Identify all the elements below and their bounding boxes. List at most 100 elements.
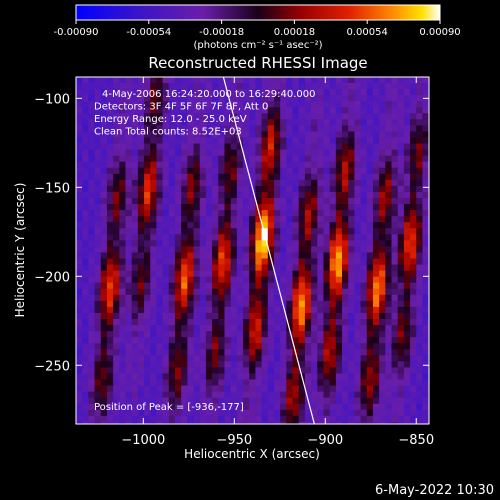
heatmap-cell <box>304 222 312 229</box>
heatmap-cell <box>280 173 287 181</box>
heatmap-cell <box>304 270 312 278</box>
heatmap-cell <box>348 204 355 211</box>
heatmap-cell <box>113 83 120 90</box>
heatmap-cell <box>372 125 380 133</box>
heatmap-cell <box>280 270 287 278</box>
heatmap-cell <box>181 95 188 102</box>
heatmap-cell <box>181 276 188 284</box>
heatmap-cell <box>212 234 219 241</box>
heatmap-cell <box>100 355 108 362</box>
heatmap-cell <box>156 385 164 393</box>
heatmap-cell <box>379 397 386 405</box>
heatmap-cell <box>187 391 195 399</box>
heatmap-cell <box>323 107 331 114</box>
heatmap-cell <box>137 89 145 96</box>
heatmap-cell <box>329 361 337 369</box>
heatmap-cell <box>255 77 263 84</box>
heatmap-cell <box>76 306 83 314</box>
heatmap-cell <box>168 161 176 169</box>
heatmap-cell <box>416 113 424 120</box>
heatmap-cell <box>212 421 219 424</box>
heatmap-cell <box>304 119 312 126</box>
heatmap-cell <box>255 343 263 350</box>
heatmap-cell <box>255 409 263 417</box>
heatmap-cell <box>286 397 294 405</box>
heatmap-cell <box>273 161 281 169</box>
heatmap-cell <box>224 198 232 205</box>
heatmap-cell <box>82 143 89 151</box>
heatmap-cell <box>230 306 238 314</box>
heatmap-cell <box>156 276 164 284</box>
heatmap-cell <box>218 198 226 205</box>
y-axis-label: Heliocentric Y (arcsec) <box>13 183 27 318</box>
heatmap-cell <box>373 428 380 435</box>
heatmap-cell <box>267 355 275 362</box>
heatmap-cell <box>218 385 226 393</box>
heatmap-cell <box>156 222 164 229</box>
heatmap-cell <box>162 421 170 424</box>
heatmap-cell <box>422 246 429 254</box>
heatmap-cell <box>360 391 368 399</box>
heatmap-cell <box>317 403 325 411</box>
heatmap-cell <box>410 137 417 145</box>
heatmap-cell <box>261 276 269 284</box>
heatmap-cell <box>224 216 232 223</box>
heatmap-cell <box>199 228 207 235</box>
heatmap-cell <box>329 337 337 344</box>
heatmap-cell <box>76 252 83 260</box>
heatmap-cell <box>348 125 355 133</box>
heatmap-cell <box>218 137 226 145</box>
heatmap-cell <box>317 409 325 417</box>
heatmap-cell <box>366 77 374 84</box>
heatmap-cell <box>119 397 127 405</box>
heatmap-cell <box>224 137 232 145</box>
heatmap-cell <box>82 421 89 424</box>
heatmap-cell <box>181 428 188 435</box>
heatmap-cell <box>348 312 355 320</box>
heatmap-cell <box>181 246 188 254</box>
heatmap-cell <box>292 191 300 199</box>
heatmap-cell <box>379 355 386 362</box>
heatmap-cell <box>137 421 145 424</box>
heatmap-cell <box>119 421 127 424</box>
heatmap-cell <box>162 319 170 326</box>
heatmap-cell <box>397 397 405 405</box>
heatmap-cell <box>106 312 114 320</box>
heatmap-cell <box>397 125 405 133</box>
heatmap-cell <box>187 179 195 187</box>
heatmap-cell <box>360 101 368 108</box>
heatmap-cell <box>385 361 393 369</box>
annotation-line: Clean Total counts: 8.52E+03 <box>94 127 242 138</box>
heatmap-cell <box>267 107 275 114</box>
heatmap-cell <box>273 270 281 278</box>
heatmap-cell <box>397 143 405 151</box>
heatmap-cell <box>113 337 120 344</box>
heatmap-cell <box>323 210 331 217</box>
heatmap-cell <box>267 119 275 126</box>
heatmap-cell <box>360 155 368 163</box>
heatmap-cell <box>360 325 368 332</box>
heatmap-cell <box>156 343 164 350</box>
heatmap-cell <box>150 294 158 302</box>
heatmap-cell <box>168 270 176 278</box>
heatmap-cell <box>435 125 442 132</box>
heatmap-cell <box>311 397 318 405</box>
heatmap-cell <box>212 325 219 332</box>
heatmap-cell <box>298 312 306 320</box>
heatmap-cell <box>366 131 374 139</box>
heatmap-cell <box>317 149 325 157</box>
heatmap-cell <box>317 337 325 344</box>
heatmap-cell <box>230 143 238 151</box>
heatmap-cell <box>144 258 151 266</box>
heatmap-cell <box>249 161 257 169</box>
heatmap-cell <box>187 161 195 169</box>
heatmap-cell <box>298 222 306 229</box>
heatmap-cell <box>205 343 213 350</box>
heatmap-cell <box>249 101 257 108</box>
heatmap-cell <box>174 179 182 187</box>
heatmap-cell <box>397 83 405 90</box>
heatmap-cell <box>298 367 306 375</box>
heatmap-cell <box>88 379 96 387</box>
heatmap-cell <box>181 349 188 356</box>
heatmap-cell <box>286 222 294 229</box>
